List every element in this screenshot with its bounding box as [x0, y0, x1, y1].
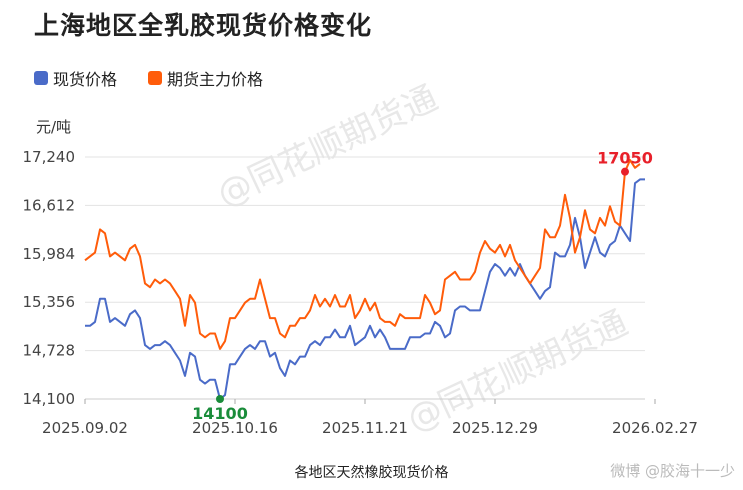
y-tick-label: 17,240 [23, 148, 76, 166]
y-axis-unit: 元/吨 [36, 118, 72, 136]
x-tick-label: 2025.12.29 [452, 419, 538, 437]
watermark-text: @同花顺期货通 [211, 78, 444, 215]
x-axis-ticks: 2025.09.02 2025.10.16 2025.11.21 2025.12.29… [42, 399, 698, 437]
legend-label-futures: 期货主力价格 [167, 70, 264, 89]
series-group [84, 159, 645, 400]
legend-swatch-spot [34, 71, 48, 85]
y-axis-ticks: 14,100 14,728 15,356 15,984 16,612 17,240 [23, 148, 76, 408]
min-marker [216, 395, 224, 403]
legend-item-spot[interactable]: 现货价格 [34, 66, 117, 90]
y-tick-label: 14,728 [23, 342, 76, 360]
chart-caption: 各地区天然橡胶现货价格 [294, 465, 449, 481]
x-tick-label: 2025.09.02 [42, 419, 128, 437]
y-tick-label: 16,612 [23, 196, 76, 214]
min-label: 14100 [192, 404, 248, 423]
futures-price-line [84, 159, 641, 350]
x-tick-label: 2025.10.16 [192, 419, 278, 437]
y-tick-label: 14,100 [23, 390, 76, 408]
chart-title: 上海地区全乳胶现货价格变化 [34, 11, 373, 40]
max-marker [621, 167, 629, 176]
legend-swatch-futures [148, 71, 162, 85]
legend-label-spot: 现货价格 [53, 70, 118, 89]
x-tick-label: 2026.02.27 [612, 419, 698, 437]
annotation-group: 14100 17050 [192, 149, 653, 423]
weibo-watermark: 微博 @胶海十一少 [610, 462, 735, 480]
legend-item-futures[interactable]: 期货主力价格 [148, 66, 263, 90]
max-label: 17050 [597, 149, 653, 168]
x-tick-label: 2025.11.21 [322, 419, 408, 437]
y-tick-label: 15,356 [23, 293, 76, 311]
spot-price-line [85, 178, 645, 400]
y-tick-label: 15,984 [23, 245, 76, 263]
watermark-group: @同花顺期货通 @同花顺期货通 [211, 78, 634, 440]
